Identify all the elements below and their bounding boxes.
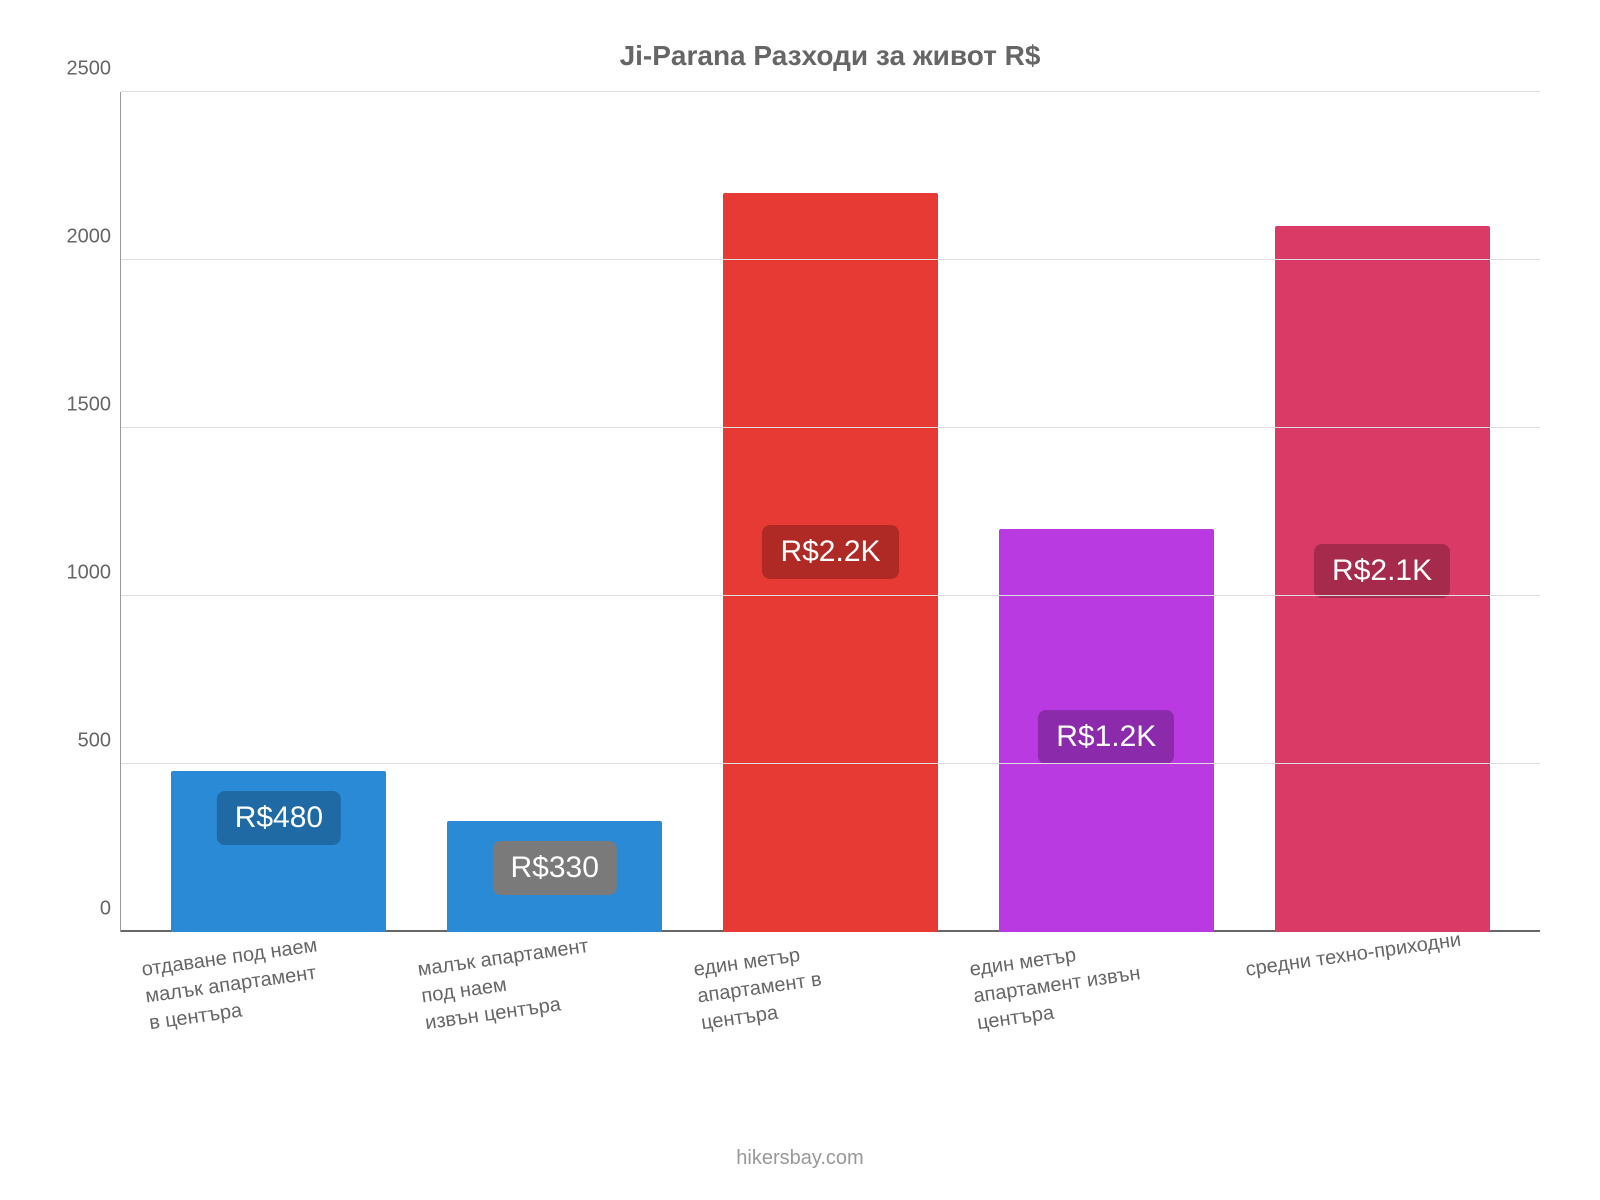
attribution-text: hikersbay.com <box>0 1147 1600 1170</box>
bar: R$480 <box>171 771 386 932</box>
y-tick-label: 1000 <box>51 562 111 585</box>
x-axis-label: средни техно-приходни <box>1244 919 1529 1038</box>
bar: R$330 <box>447 821 662 932</box>
chart-title: Ji-Parana Разходи за живот R$ <box>120 40 1540 72</box>
plot-area: R$480R$330R$2.2KR$1.2KR$2.1K 05001000150… <box>120 92 1540 932</box>
bar-value-label: R$480 <box>217 791 341 845</box>
grid-line <box>121 427 1540 428</box>
y-tick-label: 2500 <box>51 58 111 81</box>
bar-slot: R$480 <box>141 92 417 932</box>
bar: R$2.1K <box>1275 226 1490 932</box>
bar: R$2.2K <box>723 193 938 932</box>
bar-value-label: R$2.2K <box>762 525 898 579</box>
grid-line <box>121 763 1540 764</box>
bar-slot: R$330 <box>417 92 693 932</box>
bar-slot: R$2.1K <box>1244 92 1520 932</box>
bar-value-label: R$2.1K <box>1314 544 1450 598</box>
x-axis-label: отдаване под наеммалък апартаментв центъ… <box>140 919 425 1038</box>
bar-slot: R$1.2K <box>968 92 1244 932</box>
bar-value-label: R$330 <box>492 841 616 895</box>
chart-container: Ji-Parana Разходи за живот R$ R$480 R$330… <box>0 0 1600 1200</box>
bar-value-label: R$1.2K <box>1038 710 1174 764</box>
grid-line <box>121 91 1540 92</box>
y-tick-label: 500 <box>51 730 111 753</box>
bar-slot: R$2.2K <box>693 92 969 932</box>
y-tick-label: 1500 <box>51 394 111 417</box>
y-tick-label: 2000 <box>51 226 111 249</box>
bars-group: R$480 R$330 R$2.2K R$1.2K R$2.1K <box>121 92 1540 932</box>
y-tick-label: 0 <box>51 898 111 921</box>
bar: R$1.2K <box>999 529 1214 932</box>
x-axis-label: малък апартаментпод наемизвън центъра <box>416 919 701 1038</box>
grid-line <box>121 595 1540 596</box>
x-axis-label: един метърапартамент вцентъра <box>692 919 977 1038</box>
x-axis-labels: отдаване под наеммалък апартаментв центъ… <box>120 932 1540 1038</box>
x-axis-label: един метърапартамент извънцентъра <box>968 919 1253 1038</box>
grid-line <box>121 259 1540 260</box>
